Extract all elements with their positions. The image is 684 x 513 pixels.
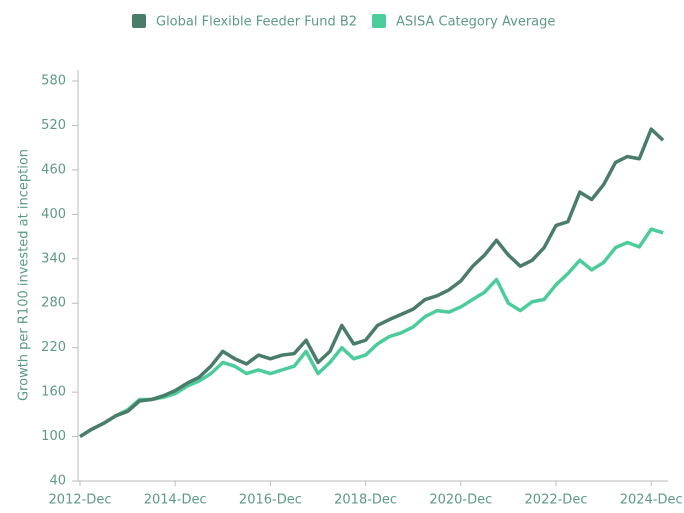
y-tick-label: 580: [41, 74, 66, 89]
y-tick-label: 160: [41, 385, 66, 400]
x-tick-label: 2024-Dec: [620, 493, 683, 508]
series-line: [79, 127, 665, 439]
legend-swatch: [132, 14, 146, 28]
y-tick-label: 100: [41, 429, 66, 444]
x-tick-label: 2018-Dec: [334, 493, 397, 508]
x-tick-label: 2012-Dec: [49, 493, 112, 508]
y-axis-label: Growth per R100 invested at inception: [17, 149, 32, 401]
legend-label: Global Flexible Feeder Fund B2: [156, 15, 357, 30]
y-tick-label: 220: [41, 340, 66, 355]
x-tick-label: 2014-Dec: [144, 493, 207, 508]
y-tick-label: 40: [49, 474, 66, 489]
y-tick-label: 520: [41, 118, 66, 133]
x-tick-label: 2016-Dec: [239, 493, 302, 508]
y-tick-label: 400: [41, 207, 66, 222]
y-tick-label: 340: [41, 251, 66, 266]
legend-label: ASISA Category Average: [396, 15, 555, 30]
series-line: [79, 227, 664, 439]
y-tick-label: 280: [41, 296, 66, 311]
y-tick-label: 460: [41, 162, 66, 177]
x-tick-label: 2020-Dec: [429, 493, 492, 508]
x-tick-label: 2022-Dec: [525, 493, 588, 508]
legend-swatch: [372, 14, 386, 28]
